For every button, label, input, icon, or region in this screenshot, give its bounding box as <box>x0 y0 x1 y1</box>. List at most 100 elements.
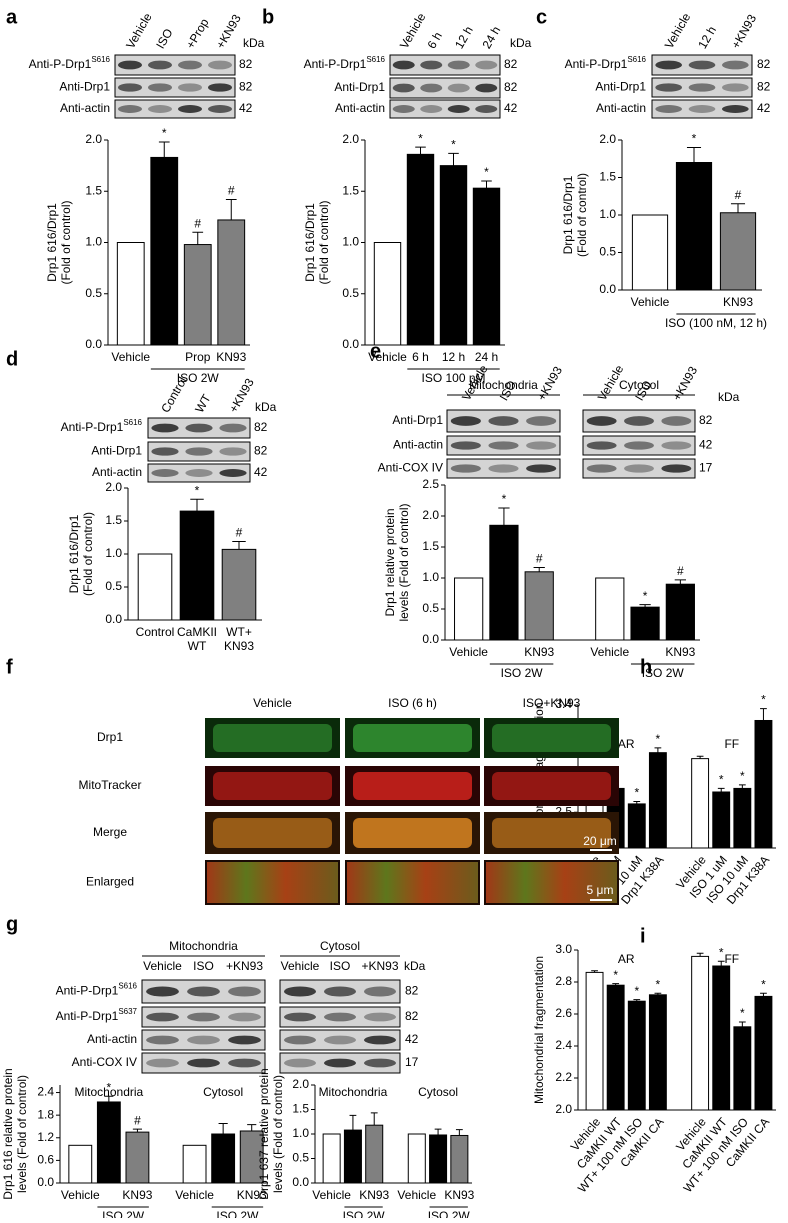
blot-row-label: Anti-Drp1 <box>392 413 443 427</box>
blot-band <box>450 416 481 426</box>
bar <box>182 1144 207 1184</box>
blot-strip <box>141 1029 266 1051</box>
group-name: AR <box>618 737 635 751</box>
blot-band <box>392 105 415 113</box>
error-bar <box>455 1129 463 1136</box>
x-tick-label: 12 h <box>442 350 465 364</box>
bar <box>631 214 669 291</box>
panel-letter: g <box>6 913 18 935</box>
label-line: WT <box>188 639 207 653</box>
blot-row-label: Anti-actin <box>596 101 646 115</box>
y-tick-label: 0.5 <box>422 601 439 615</box>
y-tick-label: 1.5 <box>292 1102 309 1116</box>
cell-shape <box>213 772 332 800</box>
blot-band <box>151 423 179 433</box>
blot-band <box>526 464 557 473</box>
bar <box>712 791 731 849</box>
lane-label: 24 h <box>479 24 503 51</box>
lane-label: +KN93 <box>534 364 565 403</box>
blot-row-sup: S616 <box>123 418 142 427</box>
group-bracket-label: ISO (100 nM, 12 h) <box>665 316 767 330</box>
scale-bar-label: 5 μm <box>587 883 614 897</box>
blot-band <box>655 60 683 70</box>
y-axis-label: Drp1 relative protein <box>383 508 397 616</box>
blot-row-name: Anti-COX IV <box>378 461 443 475</box>
lane-label: +KN93 <box>361 959 398 973</box>
y-tick-label: 2.4 <box>37 1085 54 1099</box>
lane-label: ISO <box>193 959 214 973</box>
panel-letter: c <box>536 6 547 28</box>
group-bracket-label: ISO 2W <box>642 666 685 680</box>
bar <box>712 965 731 1111</box>
bar <box>125 1131 150 1184</box>
blot-row-label: Anti-actin <box>60 101 110 115</box>
lane-label: Vehicle <box>143 959 182 973</box>
row-label: Enlarged <box>86 875 134 889</box>
blot-row-label: Anti-COX IV <box>378 461 443 475</box>
blot-strip <box>114 54 236 76</box>
blot-band <box>324 1012 356 1022</box>
blot-row-name: Anti-actin <box>87 1032 137 1046</box>
kda-value: 82 <box>699 413 713 427</box>
bar <box>585 971 604 1111</box>
y-tick-label: 0.0 <box>342 337 359 351</box>
cell-shape <box>492 724 611 752</box>
x-tick-label: Vehicle <box>397 1188 436 1202</box>
y-axis-label: (Fold of control) <box>81 512 95 596</box>
blot-band <box>284 1058 316 1068</box>
blot-band <box>420 60 443 70</box>
blot-band <box>146 986 179 997</box>
y-tick-label: 0.0 <box>37 1175 54 1189</box>
y-tick-label: 2.0 <box>292 1077 309 1091</box>
x-tick-label: KN93 <box>216 350 246 364</box>
error-bar <box>674 579 687 585</box>
x-tick-label: CaMKII WT <box>177 625 217 653</box>
significance-mark: * <box>634 984 639 998</box>
blot-band <box>228 1035 261 1045</box>
bar <box>733 1026 752 1111</box>
blot-band <box>420 83 443 93</box>
bar <box>627 1000 646 1111</box>
kda-value: 82 <box>504 80 518 94</box>
blot-band <box>475 60 498 70</box>
kda-header: kDa <box>718 390 740 404</box>
bar <box>691 955 710 1111</box>
blot-row-label: Anti-P-Drp1S616 <box>61 418 143 434</box>
kda-value: 82 <box>254 420 268 434</box>
error-bar <box>633 999 641 1002</box>
lane-label: Vehicle <box>281 959 320 973</box>
bar <box>68 1144 93 1184</box>
panel-letter: f <box>6 656 13 678</box>
blot-band <box>118 83 142 92</box>
blot-band <box>187 986 220 997</box>
blot-band <box>655 83 683 92</box>
kda-header: kDa <box>255 400 277 414</box>
blot-band <box>586 416 617 426</box>
blot-band <box>208 83 232 92</box>
blot-row-name: Anti-Drp1 <box>595 80 646 94</box>
group-name: AR <box>618 952 635 966</box>
lane-label: Vehicle <box>662 10 694 51</box>
blot-band <box>526 441 557 450</box>
y-axis-label: levels (Fold of control) <box>397 503 411 621</box>
blot-band <box>392 60 415 70</box>
significance-mark: # <box>134 1113 141 1127</box>
blot-row-label: Anti-P-Drp1S616 <box>29 55 111 71</box>
bar <box>606 984 625 1111</box>
bar <box>373 242 402 346</box>
y-axis-label: Drp1 616/Drp1 <box>45 203 59 282</box>
blot-row-name: Anti-P-Drp1 <box>61 420 124 434</box>
significance-mark: * <box>484 165 489 179</box>
significance-mark: * <box>740 1006 745 1020</box>
blot-row-label: Anti-Drp1 <box>91 444 142 458</box>
lane-label: 6 h <box>424 30 444 51</box>
kda-value: 17 <box>699 461 713 475</box>
y-tick-label: 1.0 <box>85 235 102 249</box>
lane-label: 12 h <box>695 24 719 51</box>
blot-band <box>488 464 519 473</box>
blot-row-label: Anti-P-Drp1S616 <box>304 55 386 71</box>
lane-label: WT <box>192 391 214 415</box>
y-tick-label: 0.0 <box>599 282 616 296</box>
kda-value: 82 <box>254 444 268 458</box>
